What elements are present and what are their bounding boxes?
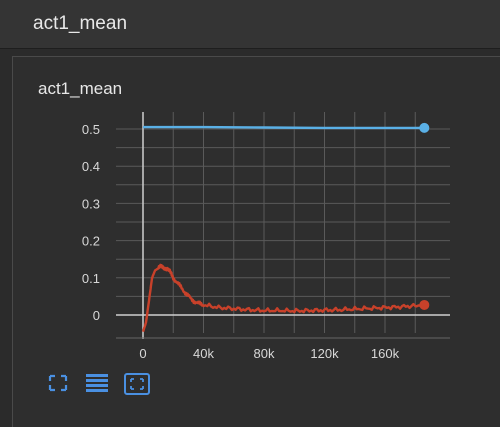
chart-title: act1_mean — [38, 79, 123, 98]
chart-grid — [116, 112, 450, 333]
x-tick-label: 40k — [193, 346, 214, 361]
x-tick-label: 160k — [371, 346, 400, 361]
series-line-1 — [141, 263, 425, 333]
chart-series — [141, 122, 430, 333]
x-tick-label: 120k — [310, 346, 339, 361]
y-tick-label: 0.1 — [82, 271, 100, 286]
y-tick-label: 0.5 — [82, 122, 100, 137]
header-title: act1_mean — [33, 13, 128, 34]
x-tick-label: 0 — [139, 346, 146, 361]
expand-icon[interactable] — [46, 372, 70, 394]
list-icon[interactable] — [85, 372, 109, 394]
chart-axes — [116, 112, 450, 339]
series-endpoint-0 — [419, 122, 430, 133]
fit-domain-icon[interactable] — [123, 372, 151, 395]
run-header: act1_mean — [0, 0, 500, 49]
y-tick-label: 0 — [93, 308, 100, 323]
y-tick-label: 0.4 — [82, 159, 100, 174]
y-tick-label: 0.2 — [82, 234, 100, 249]
series-endpoint-1 — [419, 299, 430, 310]
chart-tick-labels: 0 0.1 0.2 0.3 0.4 0.5 0 40k 80k 120k 160k — [82, 122, 400, 361]
x-tick-label: 80k — [254, 346, 275, 361]
y-tick-label: 0.3 — [82, 196, 100, 211]
chart-card — [12, 56, 500, 427]
series-line-0 — [143, 125, 425, 130]
